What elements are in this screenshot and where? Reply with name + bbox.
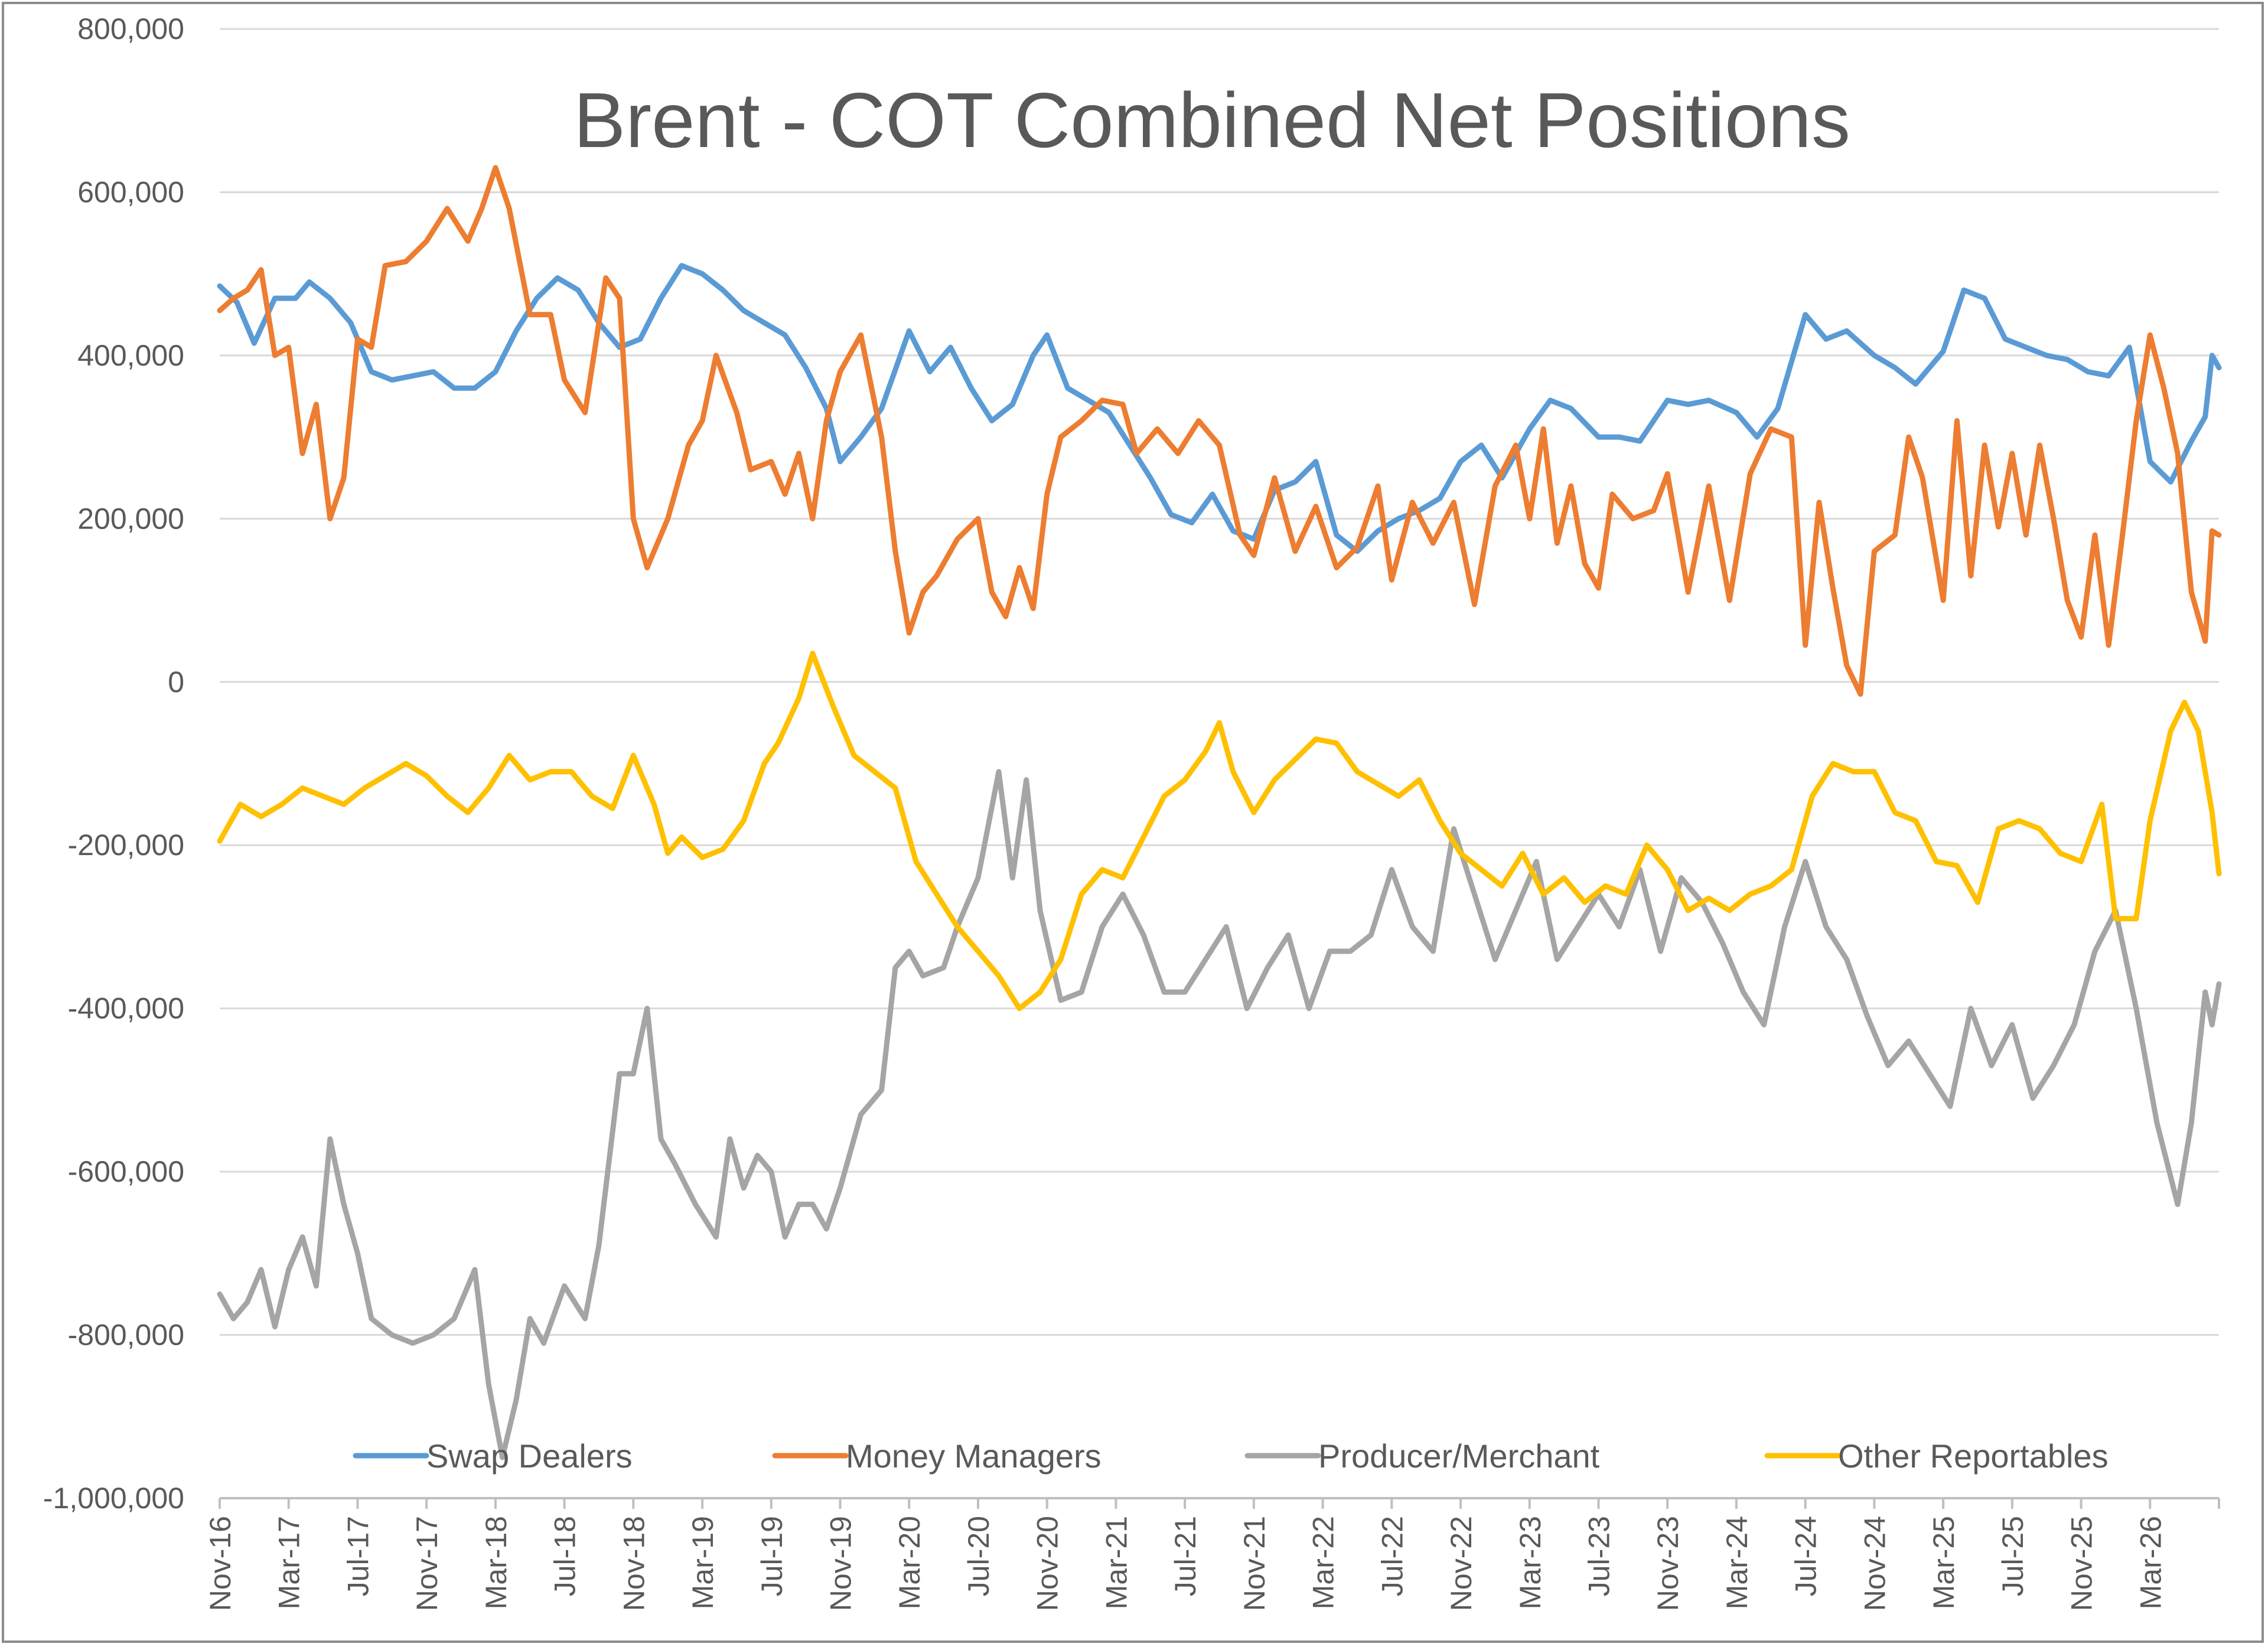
x-tick-label: Mar-20 (893, 1516, 926, 1609)
x-tick-label: Mar-21 (1100, 1516, 1133, 1609)
x-tick-label: Jul-19 (755, 1516, 788, 1596)
x-tick-label: Mar-26 (2134, 1516, 2167, 1609)
legend: Swap Dealers Money Managers Producer/Merch… (353, 1437, 2109, 1475)
x-tick-label: Jul-20 (962, 1516, 995, 1596)
x-tick-label: Nov-24 (1858, 1516, 1891, 1611)
x-tick-label: Nov-16 (204, 1516, 237, 1611)
line-chart: 800,000 600,000 400,000 200,000 0 -200,000 -40… (43, 12, 2222, 1611)
series-line-money-managers (217, 165, 2222, 697)
x-tick-label: Nov-22 (1445, 1516, 1478, 1611)
y-tick-label: 400,000 (77, 339, 184, 372)
x-tick-label: Mar-19 (686, 1516, 719, 1609)
gridlines (220, 28, 2219, 1336)
x-tick-label: Mar-18 (480, 1516, 513, 1609)
x-tick-label: Jul-21 (1169, 1516, 1202, 1596)
x-tick-label: Nov-23 (1651, 1516, 1684, 1611)
y-tick-label: 800,000 (77, 12, 184, 45)
legend-label-other-reportables: Other Reportables (1838, 1437, 2109, 1475)
x-tick-label: Nov-21 (1238, 1516, 1271, 1611)
y-tick-label: 0 (168, 666, 184, 699)
x-tick-label: Nov-17 (410, 1516, 444, 1611)
x-tick-label: Mar-23 (1514, 1516, 1547, 1609)
x-tick-label: Jul-23 (1582, 1516, 1615, 1596)
x-tick-label: Jul-25 (1996, 1516, 2029, 1596)
x-tick-label: Jul-18 (549, 1516, 582, 1596)
y-tick-label: -400,000 (68, 992, 184, 1025)
series-line-other-reportables (217, 650, 2222, 1012)
x-tick-label: Mar-25 (1927, 1516, 1960, 1609)
x-tick-label: Mar-24 (1720, 1516, 1754, 1609)
x-tick-label: Mar-22 (1307, 1516, 1340, 1609)
x-tick-label: Nov-19 (825, 1516, 858, 1611)
x-axis-ticks (219, 1498, 2220, 1509)
x-tick-label: Jul-17 (341, 1516, 374, 1596)
x-tick-label: Jul-24 (1790, 1516, 1823, 1596)
x-tick-label: Mar-17 (273, 1516, 306, 1609)
series-lines (217, 165, 2222, 1460)
x-tick-label: Nov-20 (1031, 1516, 1064, 1611)
y-tick-label: -600,000 (68, 1155, 184, 1188)
legend-label-producer-merchant: Producer/Merchant (1318, 1437, 1600, 1475)
chart-title: Brent - COT Combined Net Positions (573, 77, 1850, 164)
x-tick-label: Jul-22 (1376, 1516, 1409, 1596)
legend-label-money-managers: Money Managers (846, 1437, 1102, 1475)
x-tick-label: Nov-25 (2065, 1516, 2098, 1611)
x-tick-label: Nov-18 (617, 1516, 650, 1611)
series-line-producer-merchant (217, 769, 2222, 1460)
series-line-swap-dealers (217, 263, 2222, 555)
y-tick-label: 200,000 (77, 502, 184, 535)
y-tick-label: -800,000 (68, 1319, 184, 1352)
y-tick-label: -1,000,000 (43, 1482, 184, 1515)
y-axis-labels: 800,000 600,000 400,000 200,000 0 -200,000 -40… (43, 12, 184, 1515)
x-axis-labels: Nov-16 Mar-17 Jul-17 Nov-17 Mar-18 Jul-18 Nov-… (204, 1516, 2167, 1611)
y-tick-label: 600,000 (77, 175, 184, 208)
y-tick-label: -200,000 (68, 829, 184, 862)
legend-label-swap-dealers: Swap Dealers (426, 1437, 633, 1475)
